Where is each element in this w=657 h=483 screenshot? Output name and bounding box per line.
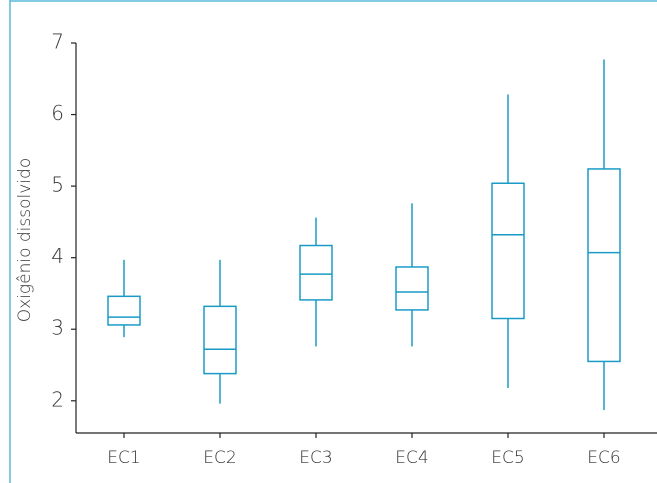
y-tick-label: 4 [51,244,64,268]
y-tick-label: 5 [51,173,64,197]
x-tick-label: EC2 [203,448,236,468]
y-tick-label: 6 [51,101,64,125]
y-tick-label: 2 [51,387,64,411]
box [203,305,237,375]
x-tick-label: EC5 [491,448,524,468]
y-tick-label: 7 [51,30,64,54]
x-tick-label: EC3 [299,448,332,468]
y-tick-label: 3 [51,316,64,340]
x-tick-label: EC6 [587,448,620,468]
box [395,266,429,311]
box [107,295,141,326]
x-tick-label: EC1 [107,448,140,468]
y-axis-label: Oxigênio dissolvido [15,158,35,322]
box [587,168,621,363]
box [491,182,525,320]
x-tick-label: EC4 [395,448,428,468]
box [299,244,333,301]
